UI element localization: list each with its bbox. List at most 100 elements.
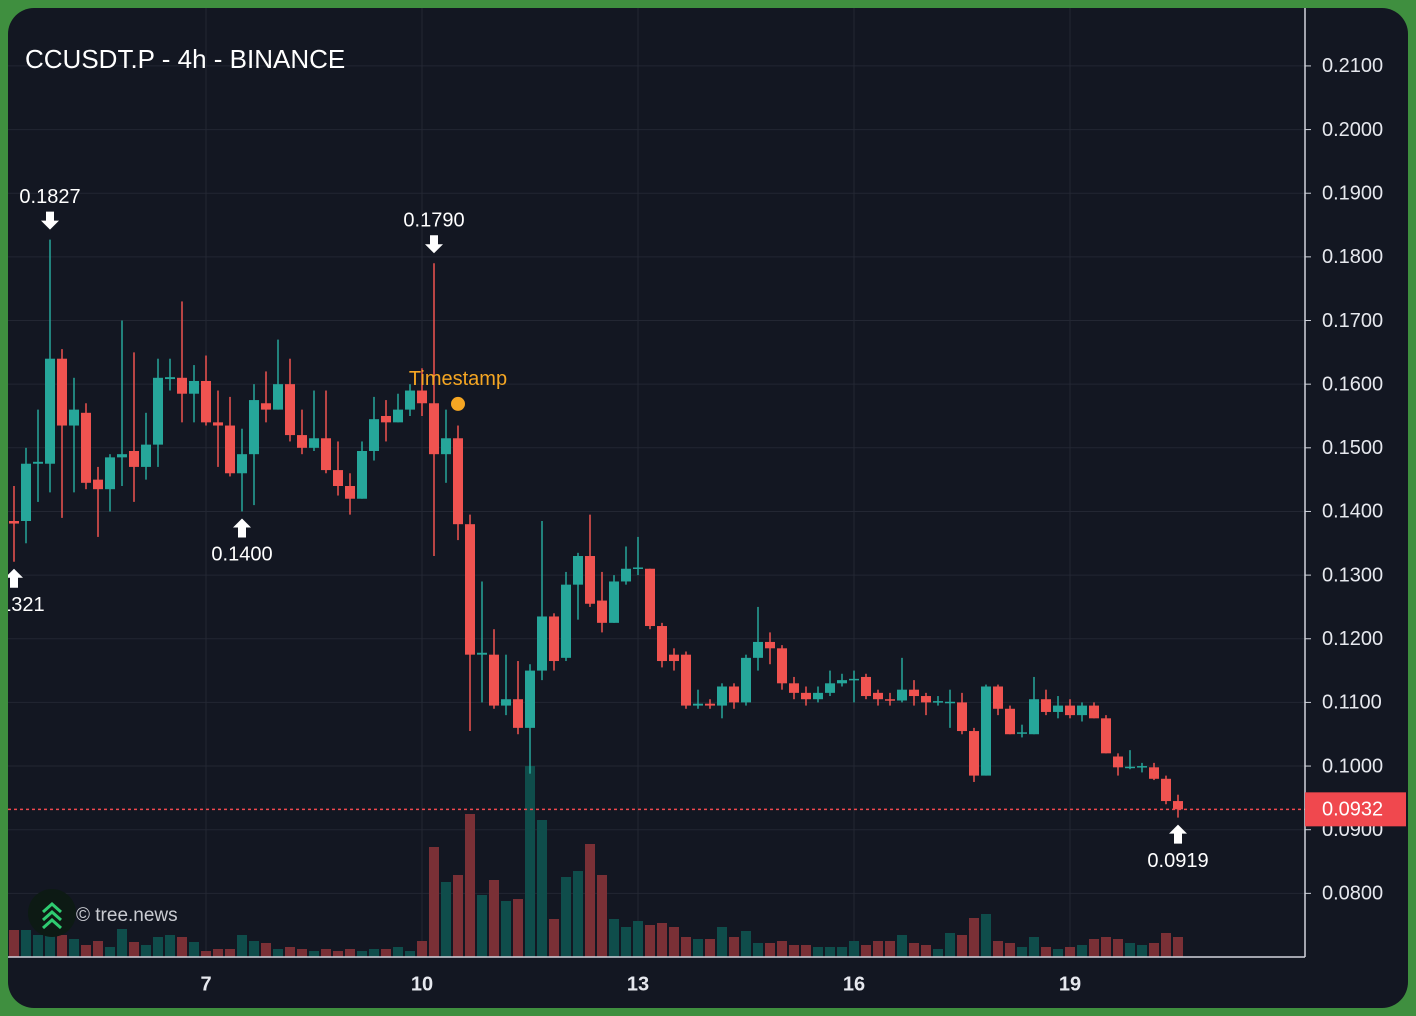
- x-tick-label: 13: [627, 973, 649, 995]
- volume-bar: [489, 880, 499, 957]
- volume-bar: [561, 877, 571, 957]
- x-tick-label: 19: [1059, 973, 1081, 995]
- candle-body: [465, 524, 475, 655]
- y-tick-label: 0.1300: [1322, 564, 1383, 586]
- volume-bar: [237, 935, 247, 957]
- volume-bar: [1161, 933, 1171, 957]
- volume-bar: [537, 820, 547, 957]
- volume-bar: [261, 943, 271, 957]
- volume-bar: [849, 941, 859, 957]
- volume-bar: [513, 899, 523, 957]
- volume-bar: [477, 895, 487, 957]
- volume-bar: [381, 949, 391, 957]
- candle-body: [585, 556, 595, 604]
- candle-body: [909, 689, 919, 697]
- candle-body: [537, 616, 547, 671]
- volume-bar: [33, 935, 43, 957]
- candle-body: [609, 581, 619, 623]
- volume-bar: [201, 951, 211, 957]
- candle-body: [873, 692, 883, 700]
- volume-bar: [405, 951, 415, 957]
- candle-body: [117, 454, 127, 458]
- volume-bar: [321, 949, 331, 957]
- candle-body: [945, 701, 955, 704]
- candle-body: [1041, 699, 1051, 712]
- volume-bar: [57, 935, 67, 957]
- candle-body: [417, 390, 427, 404]
- volume-bar: [633, 921, 643, 957]
- watermark: © tree.news: [76, 905, 178, 926]
- candle-body: [717, 686, 727, 706]
- marker-arrow: [233, 518, 251, 538]
- volume-bar: [309, 951, 319, 957]
- volume-bar: [129, 942, 139, 957]
- volume-bar: [393, 947, 403, 957]
- volume-bar: [1029, 937, 1039, 957]
- candle-body: [1149, 767, 1159, 779]
- volume-bar: [357, 951, 367, 957]
- volume-bar: [597, 875, 607, 957]
- candle-body: [345, 486, 355, 499]
- marker-label: 0.0919: [1147, 850, 1208, 872]
- marker-label: 0.1827: [19, 186, 80, 208]
- candle-body: [921, 696, 931, 703]
- candle-body: [885, 699, 895, 701]
- volume-bar: [1065, 947, 1075, 957]
- y-tick-label: 0.1900: [1322, 182, 1383, 204]
- candle-body: [957, 702, 967, 732]
- volume-bar: [1125, 943, 1135, 957]
- volume-bar: [897, 935, 907, 957]
- volume-bar: [681, 937, 691, 957]
- volume-bar: [885, 941, 895, 957]
- candle-body: [681, 654, 691, 706]
- y-tick-label: 0.1200: [1322, 628, 1383, 650]
- candle-body: [321, 438, 331, 471]
- candle-body: [1017, 732, 1027, 734]
- candle-body: [777, 648, 787, 684]
- volume-bar: [585, 844, 595, 957]
- candle-body: [93, 479, 103, 490]
- candle-body: [333, 470, 343, 487]
- candle-body: [141, 444, 151, 467]
- volume-bar: [1113, 939, 1123, 957]
- candle-body: [1161, 778, 1171, 802]
- volume-bar: [45, 932, 55, 957]
- candle-body: [789, 683, 799, 693]
- volume-bar: [873, 941, 883, 957]
- candle-body: [369, 419, 379, 451]
- volume-bar: [777, 941, 787, 957]
- candle-body: [297, 435, 307, 448]
- volume-bar: [933, 949, 943, 957]
- volume-bar: [609, 919, 619, 957]
- volume-bar: [1017, 947, 1027, 957]
- candle-body: [273, 384, 283, 410]
- volume-bar: [69, 939, 79, 957]
- candle-body: [105, 457, 115, 490]
- volume-bar: [165, 935, 175, 957]
- candle-body: [213, 422, 223, 426]
- candle-body: [621, 568, 631, 582]
- candle-body: [1101, 718, 1111, 754]
- volume-bar: [117, 929, 127, 957]
- volume-bar: [1101, 937, 1111, 957]
- candle-body: [381, 415, 391, 423]
- y-tick-label: 0.1100: [1322, 692, 1382, 714]
- candle-body: [861, 676, 871, 697]
- candle-body: [705, 703, 715, 706]
- volume-bar: [693, 939, 703, 957]
- candle-body: [249, 400, 259, 455]
- candle-body: [189, 380, 199, 394]
- volume-bar: [1005, 943, 1015, 957]
- volume-bar: [1089, 939, 1099, 957]
- candle-body: [1005, 708, 1015, 735]
- volume-bar: [249, 941, 259, 957]
- candle-body: [573, 556, 583, 585]
- y-tick-label: 0.1600: [1322, 373, 1383, 395]
- candle-body: [969, 731, 979, 776]
- volume-bar: [969, 918, 979, 957]
- candle-body: [657, 626, 667, 662]
- volume-bar: [1053, 949, 1063, 957]
- volume-bar: [753, 943, 763, 957]
- candle-body: [525, 670, 535, 728]
- candle-body: [201, 380, 211, 423]
